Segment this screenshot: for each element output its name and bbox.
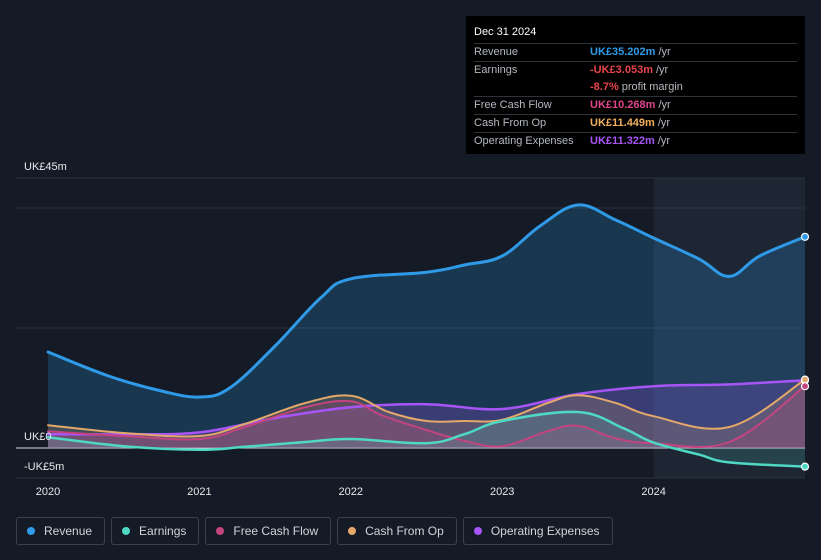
legend-dot-icon: [348, 527, 357, 535]
tooltip-label: Cash From Op: [474, 117, 547, 129]
x-tick-label: 2024: [641, 486, 665, 498]
tooltip-label: Operating Expenses: [474, 135, 574, 147]
x-tick-label: 2022: [339, 486, 363, 498]
legend-label: Earnings: [139, 524, 187, 538]
tooltip-value: -8.7%: [590, 81, 619, 93]
line-earnings: [46, 410, 807, 468]
tooltip-unit: /yr: [657, 135, 671, 147]
end-dot-revenue: [800, 232, 810, 241]
legend-dot-icon: [27, 527, 35, 535]
tooltip-unit: /yr: [658, 46, 671, 58]
tooltip-label: [474, 79, 590, 96]
legend-item-earnings[interactable]: Earnings: [111, 517, 200, 545]
tooltip-label: Earnings: [474, 64, 518, 76]
legend-item-revenue[interactable]: Revenue: [16, 517, 106, 545]
tooltip-value: UK£10.268m: [590, 99, 656, 111]
tooltip-row-cfo: Cash From Op UK£11.449m /yr: [474, 115, 797, 133]
tooltip-label: Free Cash Flow: [474, 99, 552, 111]
legend-dot-icon: [216, 527, 225, 535]
legend-item-operating-expenses[interactable]: Operating Expenses: [462, 517, 613, 545]
line-cash-from-op: [47, 378, 806, 438]
tooltip: Dec 31 2024 Revenue UK£35.202m /yr Earni…: [466, 16, 805, 154]
legend-dot-icon: [122, 527, 131, 535]
area-free-cash-flow: [48, 386, 805, 448]
tooltip-row-earnings: Earnings -UK£3.053m /yr: [474, 62, 797, 79]
x-tick-label: 2020: [36, 486, 60, 498]
legend-item-cash-from-op[interactable]: Cash From Op: [337, 517, 457, 545]
legend-item-free-cash-flow[interactable]: Free Cash Flow: [205, 517, 332, 545]
grid: [16, 177, 805, 479]
area-operating-expenses: [48, 380, 805, 448]
tooltip-row-revenue: Revenue UK£35.202m /yr: [474, 44, 797, 62]
line-operating-expenses: [46, 378, 807, 436]
end-dot-free-cash-flow: [800, 382, 810, 391]
x-axis-ticks: 2020 2021 2022 2023 2024: [36, 486, 666, 498]
series-end-dots: [800, 232, 810, 471]
end-dot-cash-from-op: [800, 375, 810, 384]
y-label-top: UK£45m: [24, 161, 67, 173]
tooltip-unit: /yr: [658, 99, 671, 111]
tooltip-row-fcf: Free Cash Flow UK£10.268m /yr: [474, 97, 797, 115]
series-lines: [46, 203, 807, 468]
legend-label: Revenue: [44, 524, 93, 538]
area-revenue: [48, 204, 805, 448]
chart: UK£45m UK£0 -UK£5m 2020 2021 2022 2023 2024: [16, 161, 810, 498]
tooltip-unit: /yr: [657, 117, 671, 129]
tooltip-unit: /yr: [655, 64, 669, 76]
tooltip-date: Dec 31 2024: [474, 24, 797, 44]
x-tick-label: 2021: [187, 486, 211, 498]
tooltip-value: UK£35.202m: [590, 46, 656, 58]
legend-label: Free Cash Flow: [233, 524, 319, 538]
legend-label: Operating Expenses: [490, 524, 600, 538]
tooltip-label: Revenue: [474, 46, 519, 58]
legend-label: Cash From Op: [365, 524, 444, 538]
line-free-cash-flow: [47, 385, 806, 449]
tooltip-unit: profit margin: [621, 81, 683, 93]
y-label-zero: UK£0: [24, 431, 52, 443]
tooltip-row-opex: Operating Expenses UK£11.322m /yr: [474, 133, 797, 150]
line-revenue: [46, 203, 807, 399]
end-dot-earnings: [800, 462, 810, 471]
y-label-bottom: -UK£5m: [24, 461, 64, 473]
legend: Revenue Earnings Free Cash Flow Cash Fro…: [16, 517, 613, 545]
tooltip-row-margin: -8.7% profit margin: [474, 79, 797, 97]
tooltip-value: UK£11.449m: [590, 117, 655, 129]
tooltip-value: -UK£3.053m: [590, 64, 653, 76]
area-cash-from-op: [48, 379, 805, 448]
legend-dot-icon: [473, 527, 482, 535]
x-tick-label: 2023: [490, 486, 514, 498]
tooltip-value: UK£11.322m: [590, 135, 655, 147]
